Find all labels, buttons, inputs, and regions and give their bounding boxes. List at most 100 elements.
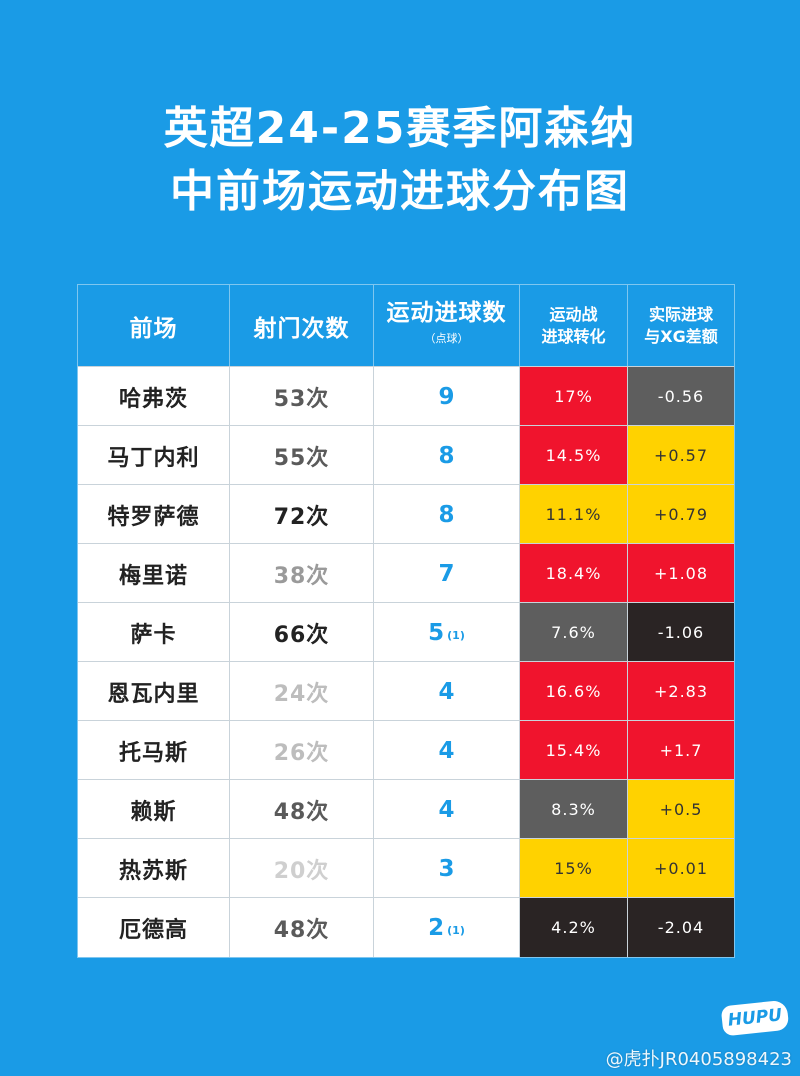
penalty-note: (1) xyxy=(447,924,465,937)
xg-diff-cell: +0.57 xyxy=(628,426,734,485)
xg-diff-cell: -0.56 xyxy=(628,367,734,426)
player-name-cell: 热苏斯 xyxy=(78,839,230,898)
xg-diff-value: +0.57 xyxy=(653,446,709,465)
xg-diff-cell: -1.06 xyxy=(628,603,734,662)
conversion-value: 4.2% xyxy=(551,918,596,937)
table-row: 萨卡 66次 5 (1) 7.6% -1.06 xyxy=(78,602,734,662)
shots-cell: 66次 xyxy=(230,603,374,662)
player-name-cell: 特罗萨德 xyxy=(78,485,230,544)
xg-diff-value: +0.01 xyxy=(653,859,709,878)
conversion-value: 11.1% xyxy=(545,505,602,524)
shots-cell: 53次 xyxy=(230,367,374,426)
header-goals-sub: （点球） xyxy=(424,331,469,345)
table-row: 特罗萨德 72次 8 11.1% +0.79 xyxy=(78,484,734,544)
xg-diff-cell: +0.5 xyxy=(628,780,734,839)
shots-value: 48次 xyxy=(273,917,330,943)
player-name-cell: 托马斯 xyxy=(78,721,230,780)
player-name-cell: 赖斯 xyxy=(78,780,230,839)
shots-value: 55次 xyxy=(273,445,330,471)
player-name: 特罗萨德 xyxy=(107,504,200,530)
conversion-cell: 7.6% xyxy=(520,603,628,662)
table-row: 厄德高 48次 2 (1) 4.2% -2.04 xyxy=(78,897,734,957)
shots-cell: 48次 xyxy=(230,780,374,839)
goals-value: 8 xyxy=(438,442,455,469)
shots-value: 26次 xyxy=(273,740,330,766)
player-name: 厄德高 xyxy=(118,917,188,943)
xg-diff-cell: +2.83 xyxy=(628,662,734,721)
player-name: 赖斯 xyxy=(130,799,177,825)
xg-diff-value: +1.7 xyxy=(659,741,703,760)
conversion-cell: 18.4% xyxy=(520,544,628,603)
conversion-cell: 17% xyxy=(520,367,628,426)
goals-value: 4 xyxy=(438,678,455,705)
goals-value: 9 xyxy=(438,383,455,410)
shots-cell: 20次 xyxy=(230,839,374,898)
xg-diff-value: +1.08 xyxy=(653,564,709,583)
conversion-value: 18.4% xyxy=(545,564,602,583)
goals-cell: 8 xyxy=(374,426,520,485)
conversion-cell: 14.5% xyxy=(520,426,628,485)
table-row: 热苏斯 20次 3 15% +0.01 xyxy=(78,838,734,898)
table-header: 前场 射门次数 运动进球数 （点球） 运动战 进球转化 实际进球 与XG差额 xyxy=(78,285,734,366)
player-name: 托马斯 xyxy=(118,740,188,766)
shots-cell: 55次 xyxy=(230,426,374,485)
header-name: 前场 xyxy=(78,285,230,366)
shots-value: 38次 xyxy=(273,563,330,589)
player-name-cell: 梅里诺 xyxy=(78,544,230,603)
xg-diff-value: +0.5 xyxy=(659,800,703,819)
goals-value: 5 xyxy=(428,619,445,646)
goals-cell: 4 xyxy=(374,780,520,839)
player-name-cell: 恩瓦内里 xyxy=(78,662,230,721)
conversion-cell: 16.6% xyxy=(520,662,628,721)
player-name: 梅里诺 xyxy=(118,563,188,589)
stats-table: 前场 射门次数 运动进球数 （点球） 运动战 进球转化 实际进球 与XG差额 哈… xyxy=(77,284,735,958)
xg-diff-cell: +1.7 xyxy=(628,721,734,780)
player-name: 哈弗茨 xyxy=(118,386,188,412)
player-name-cell: 萨卡 xyxy=(78,603,230,662)
shots-value: 20次 xyxy=(273,858,330,884)
shots-value: 66次 xyxy=(273,622,330,648)
goals-cell: 2 (1) xyxy=(374,898,520,957)
xg-diff-value: +0.79 xyxy=(653,505,709,524)
player-name: 恩瓦内里 xyxy=(107,681,200,707)
goals-cell: 8 xyxy=(374,485,520,544)
goals-value: 4 xyxy=(438,737,455,764)
shots-cell: 38次 xyxy=(230,544,374,603)
xg-diff-value: -0.56 xyxy=(657,387,705,406)
conversion-value: 8.3% xyxy=(551,800,596,819)
player-name: 马丁内利 xyxy=(107,445,200,471)
shots-value: 53次 xyxy=(273,386,330,412)
goals-value: 7 xyxy=(438,560,455,587)
shots-value: 24次 xyxy=(273,681,330,707)
player-name: 热苏斯 xyxy=(118,858,188,884)
watermark: @虎扑JR0405898423 xyxy=(605,1049,792,1070)
shots-value: 72次 xyxy=(273,504,330,530)
hupu-logo: HUPU xyxy=(720,999,790,1037)
conversion-value: 7.6% xyxy=(551,623,596,642)
shots-value: 48次 xyxy=(273,799,330,825)
table-row: 梅里诺 38次 7 18.4% +1.08 xyxy=(78,543,734,603)
xg-diff-cell: +0.79 xyxy=(628,485,734,544)
xg-diff-cell: +1.08 xyxy=(628,544,734,603)
goals-value: 4 xyxy=(438,796,455,823)
player-name-cell: 马丁内利 xyxy=(78,426,230,485)
header-goals: 运动进球数 （点球） xyxy=(374,285,520,366)
goals-cell: 4 xyxy=(374,721,520,780)
conversion-cell: 15% xyxy=(520,839,628,898)
conversion-value: 15.4% xyxy=(545,741,602,760)
goals-cell: 7 xyxy=(374,544,520,603)
conversion-cell: 15.4% xyxy=(520,721,628,780)
conversion-value: 15% xyxy=(554,859,593,878)
goals-cell: 5 (1) xyxy=(374,603,520,662)
header-xg-diff: 实际进球 与XG差额 xyxy=(644,304,718,346)
shots-cell: 26次 xyxy=(230,721,374,780)
conversion-value: 14.5% xyxy=(545,446,602,465)
penalty-note: (1) xyxy=(447,629,465,642)
header-conversion: 运动战 进球转化 xyxy=(520,285,628,366)
conversion-value: 16.6% xyxy=(545,682,602,701)
player-name: 萨卡 xyxy=(130,622,177,648)
goals-value: 3 xyxy=(438,855,455,882)
table-row: 托马斯 26次 4 15.4% +1.7 xyxy=(78,720,734,780)
goals-cell: 9 xyxy=(374,367,520,426)
shots-cell: 72次 xyxy=(230,485,374,544)
